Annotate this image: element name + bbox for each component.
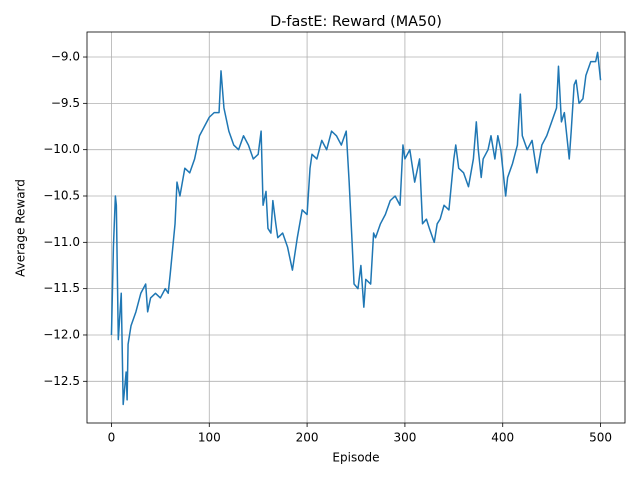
y-tick-label: −11.5 (43, 281, 80, 295)
y-tick-label: −11.0 (43, 235, 80, 249)
plot-frame (86, 31, 626, 424)
y-tick-label: −10.0 (43, 142, 80, 156)
x-tick-label: 200 (296, 431, 319, 445)
y-tick-label: −10.5 (43, 188, 80, 202)
y-tick-label: −9.0 (51, 50, 80, 64)
y-axis-label: Average Reward (14, 179, 28, 277)
chart-title: D-fastE: Reward (MA50) (270, 14, 442, 30)
y-tick-label: −12.5 (43, 374, 80, 388)
x-tick-label: 0 (108, 431, 116, 445)
x-axis-label: Episode (332, 451, 379, 465)
y-tick-label: −9.5 (51, 96, 80, 110)
line (110, 51, 602, 406)
y-tick-label: −12.0 (43, 327, 80, 341)
x-tick-label: 500 (589, 431, 612, 445)
x-tick-label: 400 (491, 431, 514, 445)
x-tick-label: 100 (198, 431, 221, 445)
x-tick-label: 300 (393, 431, 416, 445)
